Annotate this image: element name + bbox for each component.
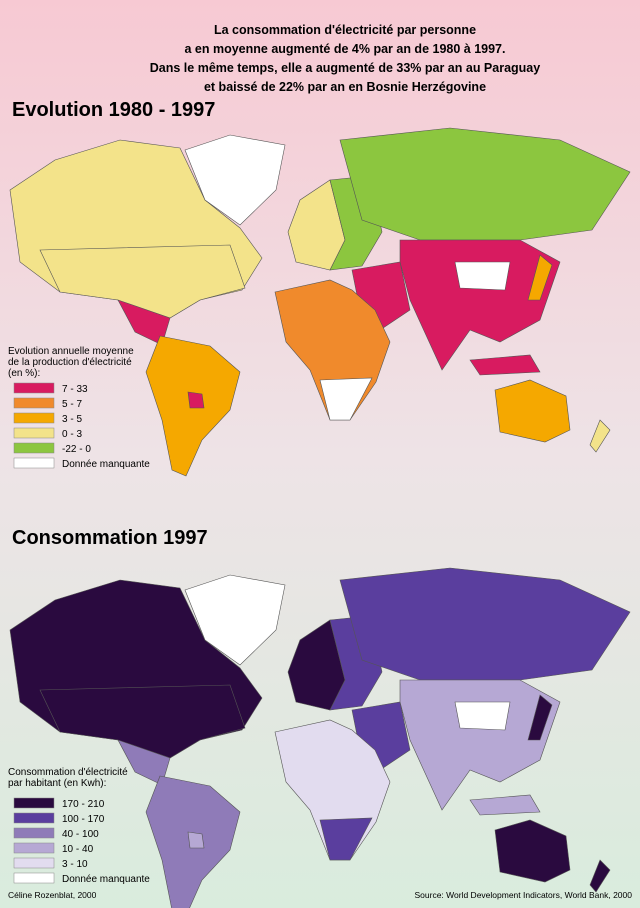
legend-label: Donnée manquante (62, 459, 150, 470)
legend-swatch (13, 427, 55, 439)
legend-label: 3 - 10 (62, 859, 88, 870)
legend-swatch (13, 442, 55, 454)
africa-south (319, 817, 373, 861)
legend-swatch (13, 872, 55, 884)
legend-label: 5 - 7 (62, 399, 82, 410)
asia-south (399, 239, 561, 371)
legend-label: 10 - 40 (62, 844, 94, 855)
legend-label: -22 - 0 (62, 444, 91, 455)
legend-title: Consommation d'électricité (8, 767, 128, 778)
paraguay (187, 391, 205, 409)
russia (339, 567, 631, 681)
legend-title: de la production d'électricité (8, 357, 132, 368)
legend-title: Evolution annuelle moyenne (8, 346, 134, 357)
legend-label: 7 - 33 (62, 384, 88, 395)
japan (527, 694, 553, 741)
header-line: a en moyenne augmenté de 4% par an de 19… (185, 42, 506, 56)
legend-swatch (13, 412, 55, 424)
legend-swatch (13, 827, 55, 839)
russia (339, 127, 631, 241)
china-center (454, 261, 511, 291)
header-line: Dans le même temps, elle a augmenté de 3… (150, 61, 540, 75)
credit: Céline Rozenblat, 2000 (8, 890, 97, 900)
world-map (9, 567, 631, 908)
indonesia (469, 354, 541, 376)
legend-swatch (13, 382, 55, 394)
legend-label: 100 - 170 (62, 814, 105, 825)
legend-label: 40 - 100 (62, 829, 99, 840)
legend-label: 0 - 3 (62, 429, 82, 440)
header-line: et baissé de 22% par an en Bosnie Herzég… (204, 80, 486, 94)
legend-label: 3 - 5 (62, 414, 82, 425)
legend-swatch (13, 797, 55, 809)
new-zealand (589, 859, 611, 893)
indonesia (469, 794, 541, 816)
legend-label: Donnée manquante (62, 874, 150, 885)
asia-south (399, 679, 561, 811)
new-zealand (589, 419, 611, 453)
legend-swatch (13, 457, 55, 469)
legend-title: par habitant (en Kwh): (8, 778, 106, 789)
legend-swatch (13, 397, 55, 409)
legend-title: (en %): (8, 368, 40, 379)
legend-swatch (13, 842, 55, 854)
paraguay (187, 831, 205, 849)
map-title: Consommation 1997 (12, 527, 208, 549)
greenland (184, 134, 286, 226)
china-center (454, 701, 511, 731)
australia (494, 379, 571, 443)
map-title: Evolution 1980 - 1997 (12, 99, 215, 121)
japan (527, 254, 553, 301)
legend-swatch (13, 812, 55, 824)
africa-south (319, 377, 373, 421)
australia (494, 819, 571, 883)
greenland (184, 574, 286, 666)
legend-label: 170 - 210 (62, 799, 105, 810)
header-line: La consommation d'électricité par person… (214, 23, 476, 37)
legend-swatch (13, 857, 55, 869)
source: Source: World Development Indicators, Wo… (415, 890, 633, 900)
world-map (9, 127, 631, 477)
